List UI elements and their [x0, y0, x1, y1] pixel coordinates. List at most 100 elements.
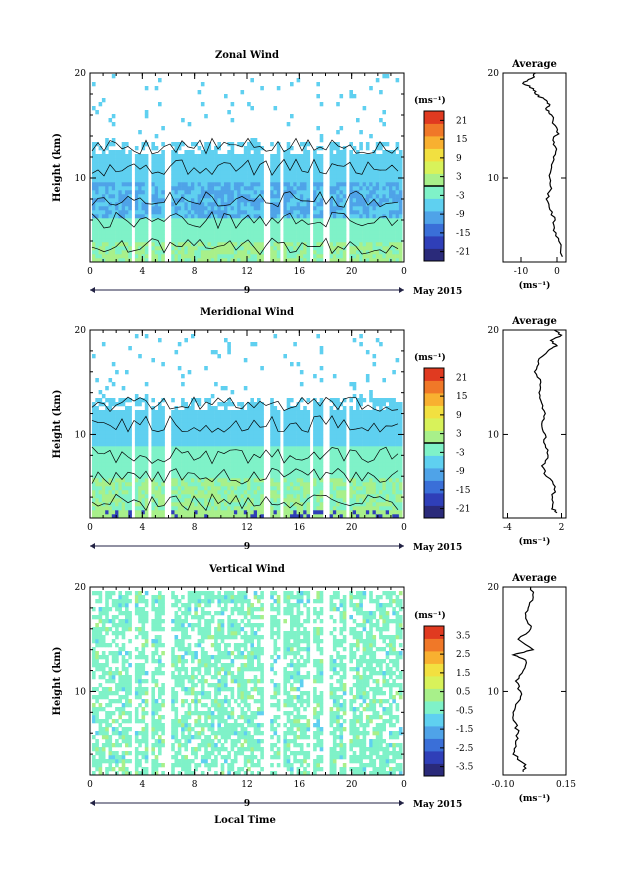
- heatmap-cell: [339, 166, 344, 171]
- heatmap-cell: [105, 258, 109, 263]
- heatmap-cell: [154, 486, 159, 491]
- heatmap-cell: [332, 478, 337, 483]
- heatmap-cell: [138, 206, 142, 211]
- heatmap-cell: [385, 250, 390, 255]
- heatmap-cell: [207, 486, 212, 491]
- heatmap-cell: [375, 234, 380, 239]
- heatmap-cell: [342, 454, 347, 459]
- heatmap-cell: [220, 194, 225, 199]
- heatmap-cell: [181, 230, 185, 235]
- heatmap-cell: [283, 462, 287, 467]
- heatmap-cell: [95, 446, 99, 451]
- heatmap-cell: [171, 190, 175, 195]
- heatmap-cell: [336, 454, 340, 459]
- heatmap-cell: [217, 190, 221, 195]
- heatmap-cell: [177, 178, 182, 183]
- heatmap-cell: [369, 442, 373, 447]
- heatmap-cell: [375, 162, 380, 167]
- heatmap-cell: [352, 478, 357, 483]
- heatmap-cell: [204, 502, 208, 507]
- heatmap-cell: [138, 258, 142, 263]
- heatmap-cell: [210, 454, 215, 459]
- heatmap-cell: [105, 462, 109, 467]
- heatmap-cell: [111, 206, 116, 211]
- heatmap-cell: [92, 502, 96, 507]
- heatmap-cell: [121, 502, 126, 507]
- heatmap-cell: [336, 102, 340, 107]
- heatmap-cell: [240, 186, 245, 191]
- heatmap-cell: [151, 422, 155, 427]
- heatmap-cell: [273, 482, 278, 487]
- heatmap-cell: [319, 238, 324, 243]
- heatmap-cell: [290, 162, 294, 167]
- heatmap-cell: [313, 170, 317, 175]
- heatmap-cell: [283, 410, 287, 415]
- heatmap-cell: [375, 462, 380, 467]
- heatmap-cell: [362, 214, 367, 219]
- heatmap-cell: [349, 482, 353, 487]
- heatmap-cell: [233, 426, 238, 431]
- heatmap-cell: [329, 218, 334, 223]
- heatmap-cell: [243, 450, 248, 455]
- heatmap-cell: [194, 414, 198, 419]
- heatmap-cell: [398, 162, 403, 167]
- heatmap-cell: [118, 414, 122, 419]
- heatmap-cell: [98, 510, 103, 515]
- heatmap-cell: [184, 402, 188, 407]
- heatmap-cell: [187, 426, 192, 431]
- heatmap-cell: [138, 226, 142, 231]
- heatmap-cell: [101, 206, 106, 211]
- heatmap-cell: [128, 258, 132, 263]
- heatmap-cell: [379, 342, 383, 347]
- heatmap-cell: [194, 426, 198, 431]
- heatmap-cell: [395, 198, 400, 203]
- heatmap-cell: [290, 114, 294, 119]
- heatmap-cell: [118, 166, 122, 171]
- heatmap-cell: [200, 102, 205, 107]
- heatmap-cell: [359, 222, 363, 227]
- heatmap-cell: [339, 426, 344, 431]
- heatmap-cell: [270, 446, 274, 451]
- heatmap-cell: [372, 194, 377, 199]
- heatmap-cell: [217, 218, 221, 223]
- heatmap-cell: [339, 174, 344, 179]
- heatmap-cell: [293, 494, 297, 499]
- heatmap-cell: [187, 486, 192, 491]
- heatmap-cell: [194, 506, 198, 511]
- heatmap-cell: [158, 154, 162, 159]
- heatmap-cell: [352, 514, 357, 519]
- heatmap-cell: [336, 170, 340, 175]
- heatmap-cell: [240, 446, 245, 451]
- heatmap-cell: [379, 414, 383, 419]
- heatmap-cell: [194, 422, 198, 427]
- heatmap-cell: [379, 162, 383, 167]
- heatmap-cell: [227, 150, 231, 155]
- heatmap-cell: [118, 454, 122, 459]
- heatmap-cell: [101, 394, 106, 399]
- heatmap-cell: [92, 254, 96, 259]
- heatmap-cell: [237, 162, 241, 167]
- heatmap-cell: [220, 250, 225, 255]
- heatmap-cell: [227, 210, 231, 215]
- heatmap-cell: [134, 466, 139, 471]
- heatmap-cell: [342, 434, 347, 439]
- heatmap-cell: [207, 234, 212, 239]
- heatmap-cell: [151, 418, 155, 423]
- contour-lines: [91, 137, 399, 256]
- heatmap-cell: [276, 178, 281, 183]
- heatmap-cell: [303, 254, 307, 259]
- heatmap-cell: [365, 230, 370, 235]
- heatmap-cell: [204, 474, 208, 479]
- heatmap-cell: [293, 342, 297, 347]
- heatmap-cell: [154, 454, 159, 459]
- heatmap-cell: [233, 514, 238, 519]
- heatmap-cell: [257, 218, 261, 223]
- heatmap-cell: [286, 234, 291, 239]
- heatmap-cell: [306, 234, 311, 239]
- heatmap-cell: [379, 442, 383, 447]
- heatmap-cell: [270, 142, 274, 147]
- heatmap-cell: [389, 166, 393, 171]
- heatmap-cell: [389, 430, 393, 435]
- heatmap-cell: [382, 414, 386, 419]
- heatmap-cell: [362, 478, 367, 483]
